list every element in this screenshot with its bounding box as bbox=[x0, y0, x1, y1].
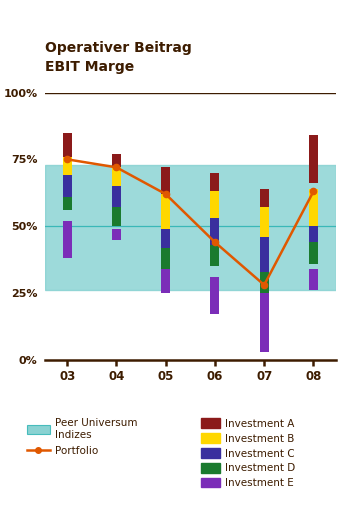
Bar bbox=[309, 242, 318, 264]
Bar bbox=[260, 271, 268, 293]
Bar bbox=[161, 229, 170, 248]
Bar bbox=[260, 293, 268, 352]
Bar bbox=[210, 277, 219, 315]
Bar bbox=[161, 168, 170, 194]
Bar bbox=[112, 229, 121, 240]
Bar bbox=[309, 189, 318, 226]
Bar bbox=[210, 173, 219, 191]
Bar bbox=[45, 164, 336, 290]
Bar bbox=[260, 237, 268, 271]
Bar bbox=[260, 208, 268, 237]
Legend: Investment A, Investment B, Investment C, Investment D, Investment E: Investment A, Investment B, Investment C… bbox=[201, 418, 295, 488]
Bar bbox=[63, 221, 72, 258]
Bar bbox=[161, 248, 170, 269]
Bar bbox=[112, 208, 121, 226]
Bar bbox=[210, 245, 219, 266]
Bar bbox=[260, 189, 268, 208]
Bar bbox=[63, 157, 72, 175]
Bar bbox=[210, 218, 219, 245]
Bar bbox=[112, 186, 121, 208]
Bar bbox=[309, 135, 318, 183]
Bar bbox=[112, 154, 121, 168]
Bar bbox=[112, 168, 121, 186]
Bar bbox=[161, 269, 170, 293]
Bar bbox=[63, 175, 72, 197]
Bar bbox=[161, 194, 170, 229]
Bar bbox=[309, 226, 318, 242]
Bar bbox=[309, 269, 318, 290]
Bar bbox=[210, 191, 219, 218]
Bar bbox=[63, 133, 72, 157]
Bar bbox=[63, 197, 72, 210]
Text: Operativer Beitrag
EBIT Marge: Operativer Beitrag EBIT Marge bbox=[45, 41, 192, 74]
